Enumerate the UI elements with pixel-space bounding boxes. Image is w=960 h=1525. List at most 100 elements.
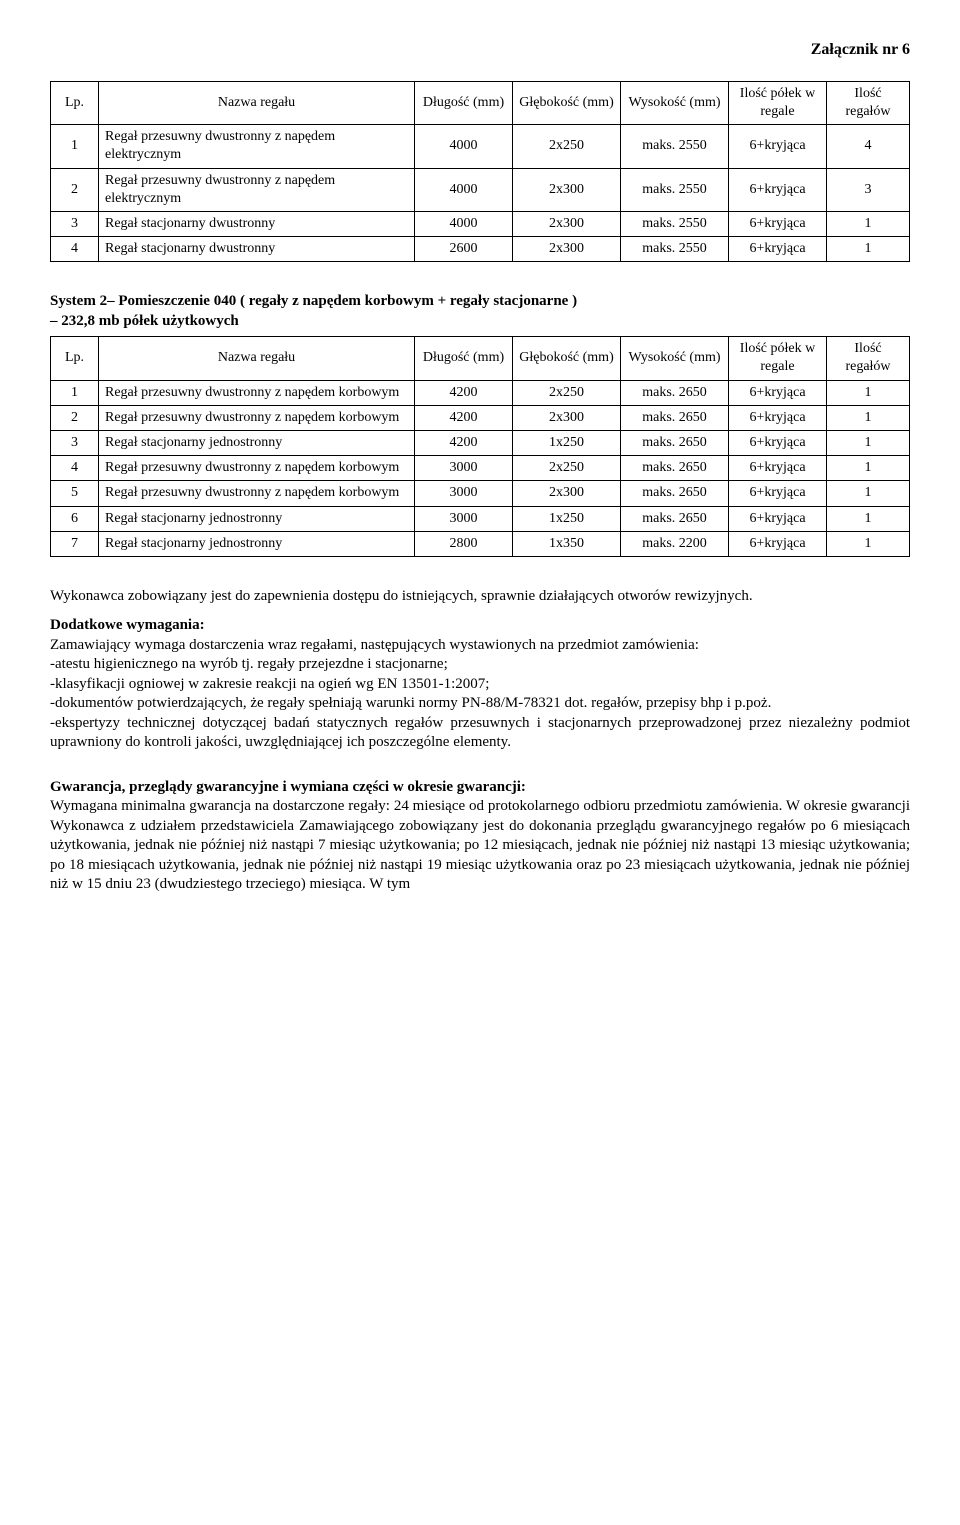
table-header-row: Lp. Nazwa regału Długość (mm) Głębokość … bbox=[51, 81, 910, 124]
cell: 1 bbox=[827, 431, 910, 456]
cell: 2x250 bbox=[513, 380, 621, 405]
cell: 1x250 bbox=[513, 431, 621, 456]
cell: 6+kryjąca bbox=[729, 431, 827, 456]
cell: 2x300 bbox=[513, 481, 621, 506]
table-row: 1Regał przesuwny dwustronny z napędem el… bbox=[51, 125, 910, 168]
warranty-text: Wymagana minimalna gwarancja na dostarcz… bbox=[50, 798, 910, 892]
warranty-paragraph: Gwarancja, przeglądy gwarancyjne i wymia… bbox=[50, 778, 910, 895]
cell: 1 bbox=[51, 380, 99, 405]
cell: 3000 bbox=[415, 456, 513, 481]
cell: Regał stacjonarny jednostronny bbox=[99, 531, 415, 556]
cell: maks. 2550 bbox=[621, 168, 729, 211]
cell: 2x250 bbox=[513, 125, 621, 168]
cell: 1 bbox=[827, 456, 910, 481]
cell: maks. 2650 bbox=[621, 506, 729, 531]
col-length: Długość (mm) bbox=[415, 337, 513, 380]
section2-heading: System 2– Pomieszczenie 040 ( regały z n… bbox=[50, 292, 910, 331]
table-row: 1Regał przesuwny dwustronny z napędem ko… bbox=[51, 380, 910, 405]
cell: 6+kryjąca bbox=[729, 481, 827, 506]
cell: 2 bbox=[51, 168, 99, 211]
cell: 1 bbox=[827, 481, 910, 506]
table-row: 3Regał stacjonarny jednostronny42001x250… bbox=[51, 431, 910, 456]
requirement-item: -klasyfikacji ogniowej w zakresie reakcj… bbox=[50, 675, 910, 695]
col-depth: Głębokość (mm) bbox=[513, 81, 621, 124]
cell: 2x300 bbox=[513, 405, 621, 430]
col-lp: Lp. bbox=[51, 337, 99, 380]
cell: 6+kryjąca bbox=[729, 405, 827, 430]
col-height: Wysokość (mm) bbox=[621, 337, 729, 380]
cell: 2x300 bbox=[513, 211, 621, 236]
table-row: 2Regał przesuwny dwustronny z napędem el… bbox=[51, 168, 910, 211]
table-row: 6Regał stacjonarny jednostronny30001x250… bbox=[51, 506, 910, 531]
contractor-paragraph: Wykonawca zobowiązany jest do zapewnieni… bbox=[50, 587, 910, 607]
cell: 1 bbox=[827, 237, 910, 262]
table-row: 2Regał przesuwny dwustronny z napędem ko… bbox=[51, 405, 910, 430]
cell: 2x300 bbox=[513, 237, 621, 262]
col-name: Nazwa regału bbox=[99, 81, 415, 124]
cell: 6+kryjąca bbox=[729, 168, 827, 211]
attachment-label: Załącznik nr 6 bbox=[50, 40, 910, 61]
cell: 5 bbox=[51, 481, 99, 506]
cell: 4000 bbox=[415, 211, 513, 236]
col-lp: Lp. bbox=[51, 81, 99, 124]
additional-requirements: Dodatkowe wymagania: Zamawiający wymaga … bbox=[50, 616, 910, 655]
cell: 6+kryjąca bbox=[729, 125, 827, 168]
cell: 1x250 bbox=[513, 506, 621, 531]
cell: 3 bbox=[51, 431, 99, 456]
cell: maks. 2200 bbox=[621, 531, 729, 556]
cell: 7 bbox=[51, 531, 99, 556]
table-row: 3Regał stacjonarny dwustronny40002x300ma… bbox=[51, 211, 910, 236]
table-system2: Lp. Nazwa regału Długość (mm) Głębokość … bbox=[50, 336, 910, 557]
col-count: Ilość regałów bbox=[827, 81, 910, 124]
cell: 6+kryjąca bbox=[729, 456, 827, 481]
cell: 4200 bbox=[415, 405, 513, 430]
section2-line2: – 232,8 mb półek użytkowych bbox=[50, 313, 239, 329]
cell: maks. 2550 bbox=[621, 211, 729, 236]
cell: 4 bbox=[51, 456, 99, 481]
cell: 4000 bbox=[415, 125, 513, 168]
cell: 6+kryjąca bbox=[729, 506, 827, 531]
additional-heading: Dodatkowe wymagania: bbox=[50, 617, 205, 633]
table-row: 4Regał stacjonarny dwustronny26002x300ma… bbox=[51, 237, 910, 262]
cell: 6+kryjąca bbox=[729, 380, 827, 405]
cell: Regał przesuwny dwustronny z napędem kor… bbox=[99, 405, 415, 430]
cell: Regał przesuwny dwustronny z napędem ele… bbox=[99, 125, 415, 168]
additional-intro: Zamawiający wymaga dostarczenia wraz reg… bbox=[50, 637, 699, 653]
table-row: 4Regał przesuwny dwustronny z napędem ko… bbox=[51, 456, 910, 481]
cell: Regał stacjonarny dwustronny bbox=[99, 211, 415, 236]
cell: 6+kryjąca bbox=[729, 211, 827, 236]
cell: Regał przesuwny dwustronny z napędem kor… bbox=[99, 456, 415, 481]
section2-line1: System 2– Pomieszczenie 040 ( regały z n… bbox=[50, 293, 577, 309]
table-header-row: Lp. Nazwa regału Długość (mm) Głębokość … bbox=[51, 337, 910, 380]
requirements-list: -atestu higienicznego na wyrób tj. regał… bbox=[50, 655, 910, 753]
requirement-item: -dokumentów potwierdzających, że regały … bbox=[50, 694, 910, 714]
cell: maks. 2650 bbox=[621, 456, 729, 481]
col-name: Nazwa regału bbox=[99, 337, 415, 380]
cell: 2600 bbox=[415, 237, 513, 262]
col-length: Długość (mm) bbox=[415, 81, 513, 124]
cell: 1x350 bbox=[513, 531, 621, 556]
cell: 3000 bbox=[415, 481, 513, 506]
cell: 1 bbox=[827, 211, 910, 236]
requirement-item: -ekspertyzy technicznej dotyczącej badań… bbox=[50, 714, 910, 753]
cell: 4200 bbox=[415, 431, 513, 456]
cell: 6 bbox=[51, 506, 99, 531]
cell: maks. 2650 bbox=[621, 431, 729, 456]
cell: Regał stacjonarny jednostronny bbox=[99, 506, 415, 531]
table-row: 5Regał przesuwny dwustronny z napędem ko… bbox=[51, 481, 910, 506]
col-shelves: Ilość półek w regale bbox=[729, 337, 827, 380]
cell: 1 bbox=[827, 405, 910, 430]
cell: 3000 bbox=[415, 506, 513, 531]
cell: 6+kryjąca bbox=[729, 237, 827, 262]
table-row: 7Regał stacjonarny jednostronny28001x350… bbox=[51, 531, 910, 556]
cell: 2 bbox=[51, 405, 99, 430]
cell: maks. 2650 bbox=[621, 380, 729, 405]
cell: 2x250 bbox=[513, 456, 621, 481]
col-count: Ilość regałów bbox=[827, 337, 910, 380]
cell: 2800 bbox=[415, 531, 513, 556]
warranty-heading: Gwarancja, przeglądy gwarancyjne i wymia… bbox=[50, 779, 526, 795]
cell: Regał stacjonarny dwustronny bbox=[99, 237, 415, 262]
cell: Regał przesuwny dwustronny z napędem ele… bbox=[99, 168, 415, 211]
cell: 4 bbox=[827, 125, 910, 168]
cell: 1 bbox=[827, 380, 910, 405]
